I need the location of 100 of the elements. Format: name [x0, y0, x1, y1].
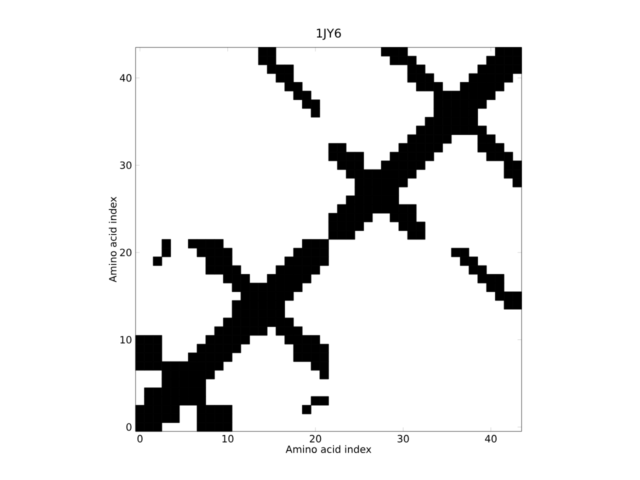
point — [232, 335, 242, 344]
point — [416, 222, 426, 231]
point — [284, 292, 294, 301]
point — [310, 265, 320, 275]
point — [512, 169, 522, 179]
point — [310, 396, 320, 406]
point — [390, 160, 399, 170]
point — [135, 352, 145, 362]
point — [442, 134, 452, 144]
point — [214, 265, 224, 275]
x-tick-label: 0 — [137, 434, 143, 442]
point — [512, 178, 522, 188]
point — [232, 308, 242, 318]
point — [434, 100, 443, 109]
point — [310, 335, 320, 344]
point — [196, 378, 206, 388]
x-axis-title: Amino acid index — [286, 445, 372, 454]
point — [162, 248, 171, 258]
point — [293, 82, 302, 92]
point — [266, 64, 276, 74]
point — [398, 143, 408, 152]
point — [302, 239, 312, 248]
point — [162, 414, 171, 423]
point — [276, 265, 285, 275]
point — [416, 126, 426, 135]
point — [407, 204, 417, 214]
point — [214, 361, 224, 371]
point — [451, 248, 460, 258]
x-tick-label: 20 — [310, 434, 322, 442]
point — [512, 300, 522, 310]
point — [179, 396, 188, 406]
point — [223, 326, 232, 336]
point — [354, 212, 364, 222]
point — [293, 344, 302, 354]
point — [495, 143, 504, 152]
point — [196, 344, 206, 354]
point — [240, 335, 250, 344]
point — [328, 143, 338, 152]
point — [416, 230, 426, 240]
point — [390, 186, 399, 196]
point — [266, 274, 276, 284]
point — [451, 126, 460, 135]
point — [320, 344, 329, 354]
point — [390, 196, 399, 205]
x-tick-label: 10 — [222, 434, 234, 442]
point — [152, 352, 162, 362]
point — [434, 143, 443, 152]
point — [512, 47, 522, 56]
point — [416, 160, 426, 170]
point — [486, 64, 496, 74]
point — [512, 160, 522, 170]
point — [276, 292, 285, 301]
point — [346, 230, 356, 240]
point — [196, 248, 206, 258]
point — [162, 361, 171, 371]
point — [320, 256, 329, 266]
point — [196, 352, 206, 362]
point — [240, 326, 250, 336]
point — [478, 265, 487, 275]
point — [320, 352, 329, 362]
point — [354, 222, 364, 231]
point — [381, 160, 390, 170]
point — [223, 265, 232, 275]
chart-title: 1JY6 — [316, 28, 341, 40]
point — [468, 265, 478, 275]
point — [486, 134, 496, 144]
point — [424, 116, 434, 126]
point — [320, 239, 329, 248]
point — [223, 344, 232, 354]
point — [223, 422, 232, 432]
point — [276, 73, 285, 83]
point — [196, 388, 206, 397]
point — [407, 64, 417, 74]
point — [170, 361, 180, 371]
point — [337, 230, 346, 240]
point — [214, 239, 224, 248]
point — [144, 335, 154, 344]
point — [512, 56, 522, 66]
point — [468, 73, 478, 83]
point — [214, 422, 224, 432]
point — [478, 100, 487, 109]
point — [179, 361, 188, 371]
point — [276, 300, 285, 310]
point — [495, 82, 504, 92]
point — [504, 169, 514, 179]
point — [416, 82, 426, 92]
point — [152, 256, 162, 266]
point — [310, 361, 320, 371]
point — [337, 152, 346, 162]
point — [206, 404, 215, 414]
point — [390, 204, 399, 214]
point — [310, 352, 320, 362]
point — [320, 361, 329, 371]
point — [346, 196, 356, 205]
point — [460, 248, 470, 258]
point — [223, 248, 232, 258]
point — [478, 274, 487, 284]
point — [504, 160, 514, 170]
point — [434, 90, 443, 100]
point — [468, 82, 478, 92]
